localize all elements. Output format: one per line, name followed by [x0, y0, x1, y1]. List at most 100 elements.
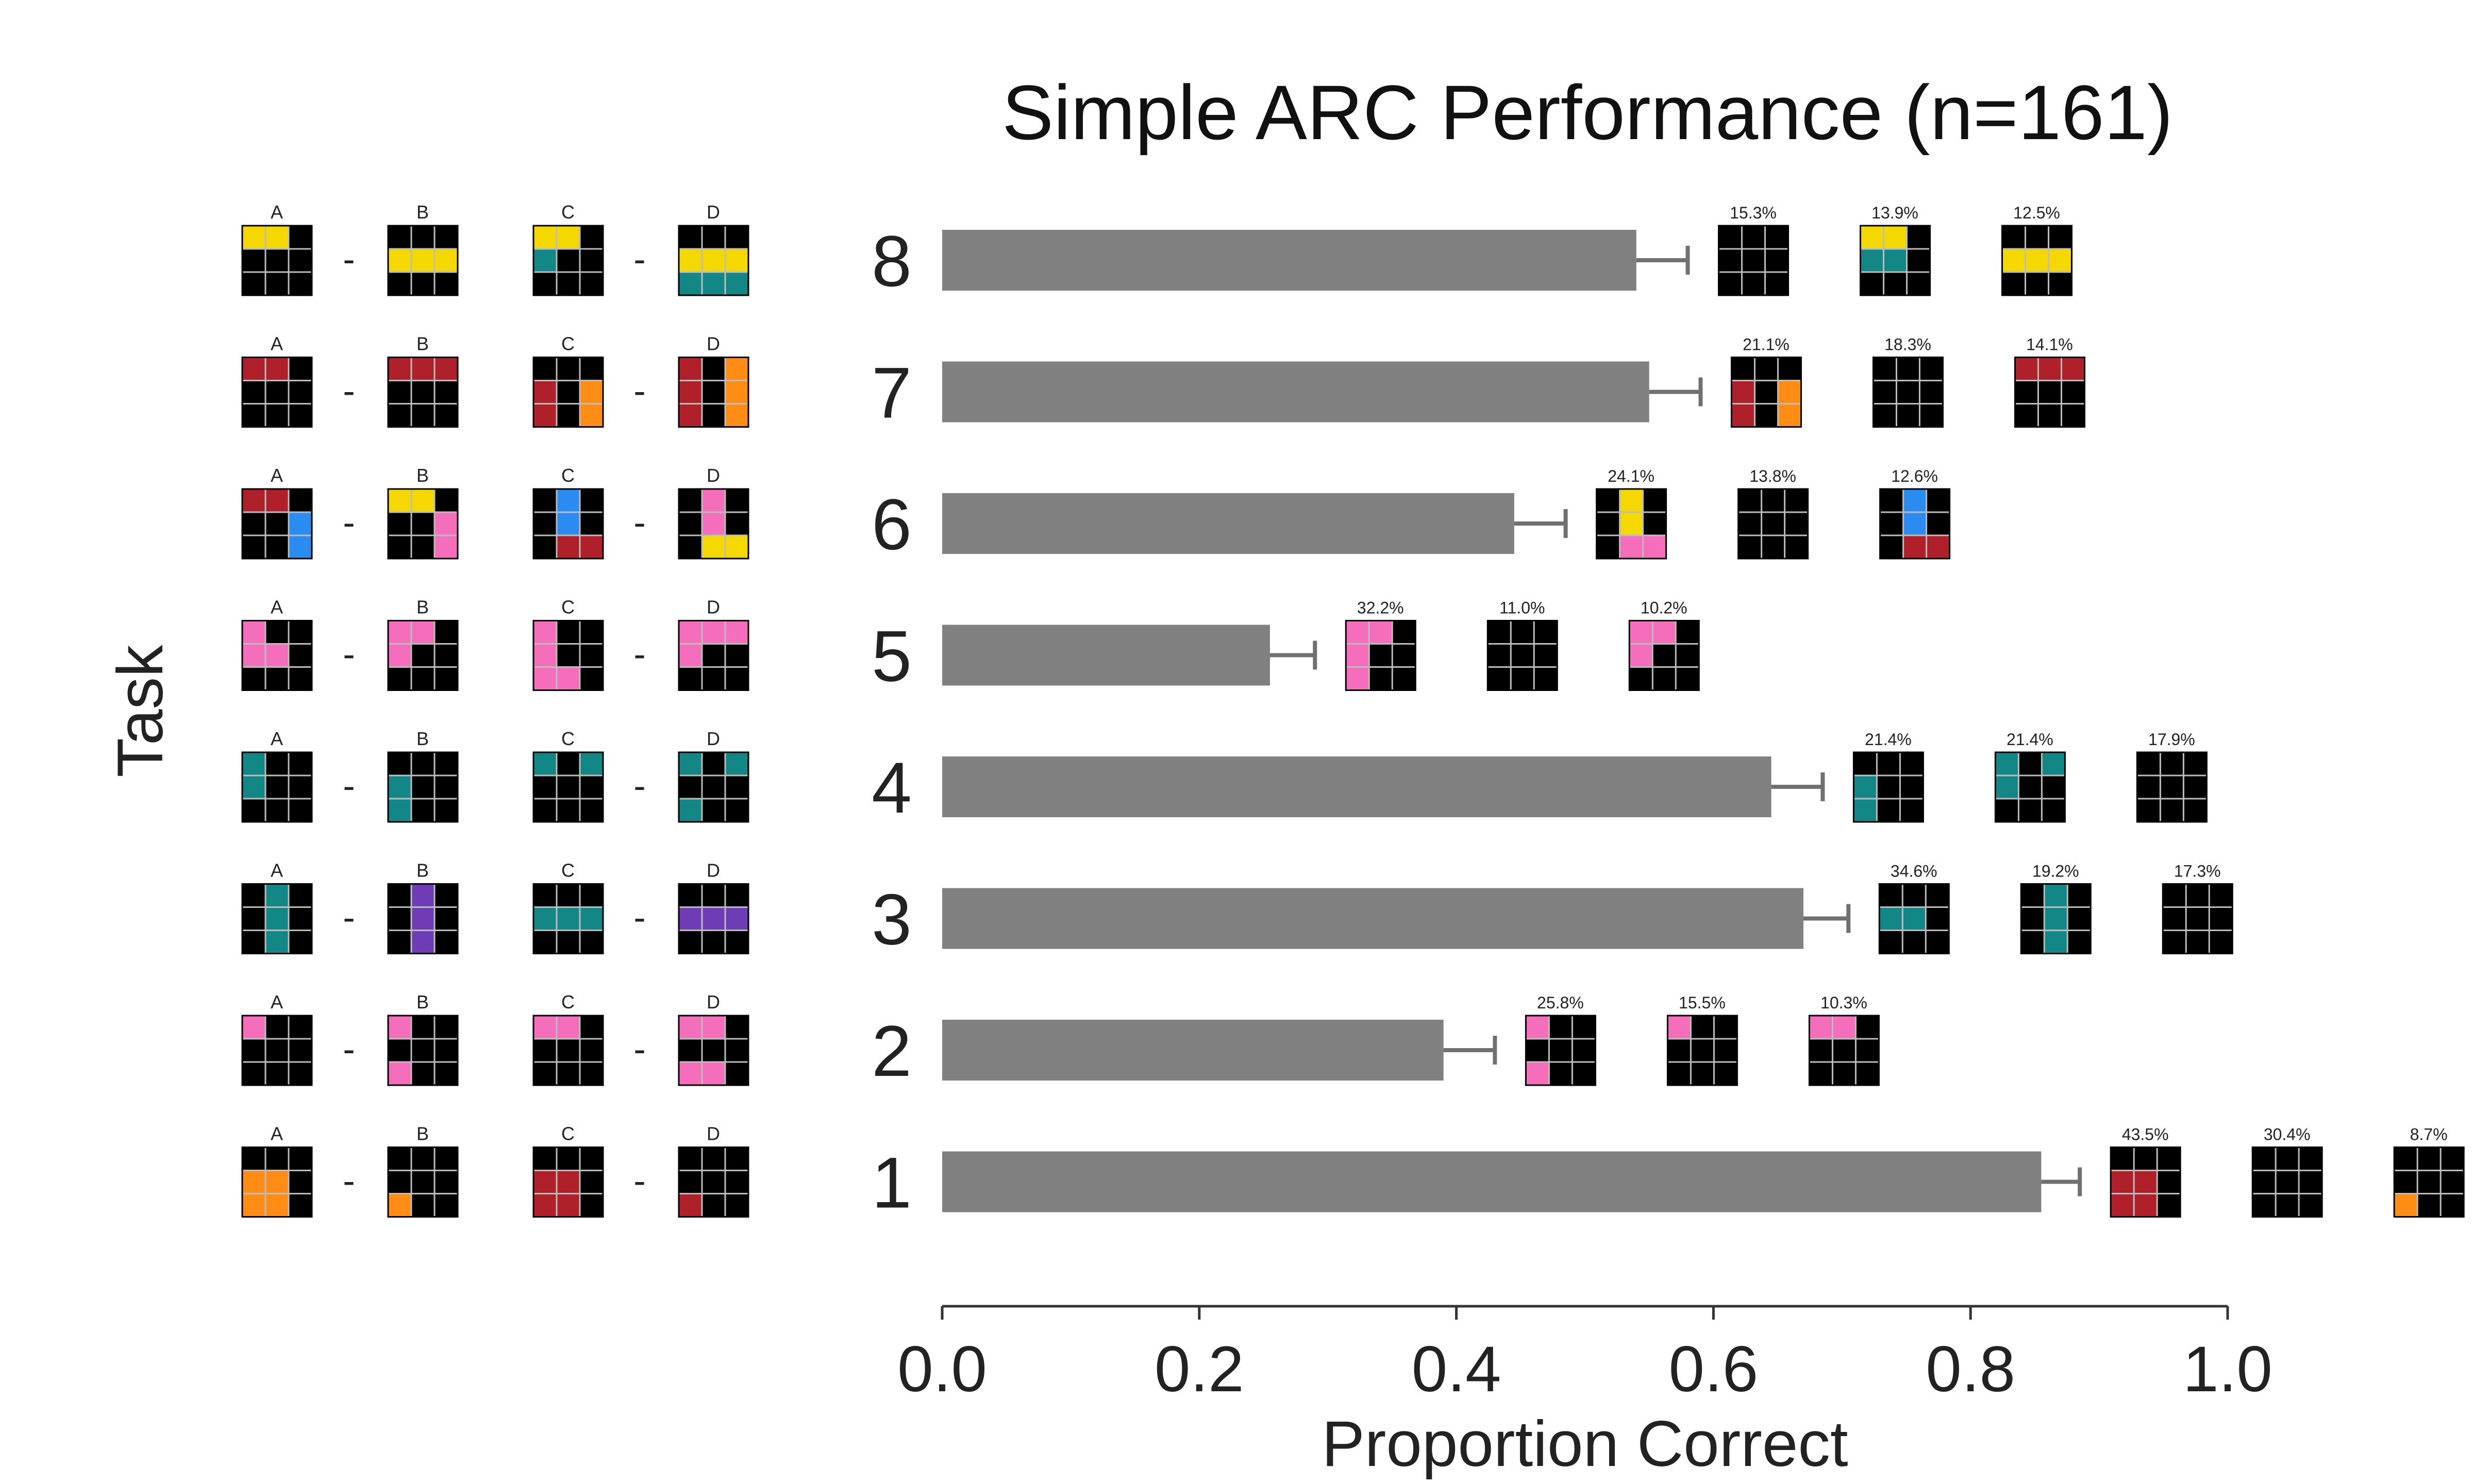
- grid-cell: [411, 1170, 434, 1194]
- grid-cell: [533, 799, 557, 822]
- example-grid-d: [678, 751, 749, 823]
- grid-cell: [289, 380, 312, 404]
- grid-cell: [702, 884, 725, 907]
- grid-cell: [242, 403, 265, 427]
- grid-border: [1730, 357, 1802, 428]
- grid-cell: [557, 752, 580, 775]
- grid-cell: [289, 752, 312, 775]
- grid-cell: [1714, 1062, 1737, 1085]
- grid-cell: [2186, 884, 2210, 907]
- grid-cell: [434, 249, 458, 272]
- grid-cell: [557, 620, 580, 644]
- y-tick-label: 1: [872, 1142, 912, 1223]
- grid-cell: [580, 535, 603, 559]
- example-grid-d: [678, 488, 749, 560]
- grid-cell: [1900, 799, 1924, 822]
- grid-cell: [725, 535, 748, 559]
- grid-cell: [265, 884, 289, 907]
- grid-cell: [725, 1147, 748, 1171]
- grid-cell: [557, 512, 580, 535]
- grid-border: [387, 883, 459, 954]
- grid-cell: [580, 930, 603, 954]
- grid-cell: [2417, 1147, 2441, 1171]
- error-response-grid: [2001, 225, 2073, 296]
- grid-border: [1596, 488, 1667, 560]
- grid-cell: [2157, 1170, 2181, 1194]
- grid-cell: [580, 1039, 603, 1062]
- grid-cell: [1855, 1039, 1879, 1062]
- error-response-grid: [1345, 620, 1416, 691]
- error-response-grid: [2020, 883, 2092, 954]
- grid-cell: [679, 249, 702, 272]
- grid-cell: [557, 535, 580, 559]
- x-tick-label: 1.0: [2183, 1334, 2272, 1405]
- grid-cell: [1879, 930, 1903, 954]
- grid-cell: [434, 752, 458, 775]
- grid-cell: [533, 226, 557, 249]
- grid-cell: [1667, 1016, 1691, 1039]
- grid-cell: [265, 380, 289, 404]
- grid-cell: [2160, 799, 2184, 822]
- grid-cell: [388, 667, 411, 690]
- grid-cell: [2183, 752, 2207, 775]
- example-grid-a: [241, 357, 313, 428]
- grid-cell: [580, 907, 603, 931]
- error-examples: 15.3% 13.9% 12.5% 21.1% 18.3% 14.1% 24.1% 13.8%…: [1345, 204, 2465, 1218]
- grid-cell: [725, 403, 748, 427]
- grid-cell: [557, 907, 580, 931]
- grid-cell: [1995, 752, 2019, 775]
- grid-cell: [533, 1193, 557, 1217]
- grid-cell: [2038, 380, 2062, 404]
- grid-cell: [1903, 535, 1927, 559]
- grid-cell: [1809, 1016, 1833, 1039]
- grid-border: [1852, 751, 1924, 823]
- chart-title: Simple ARC Performance (n=161): [1002, 69, 2173, 156]
- grid-cell: [580, 1193, 603, 1217]
- grid-cell: [1619, 535, 1643, 559]
- grid-cell: [265, 226, 289, 249]
- grid-cell: [2025, 226, 2049, 249]
- grid-cell: [725, 907, 748, 931]
- grid-border: [1872, 357, 1944, 428]
- error-percent-label: 18.3%: [1884, 335, 1931, 354]
- example-grid-d: [678, 620, 749, 691]
- grid-cell: [1809, 1062, 1833, 1085]
- grid-cell: [2021, 884, 2045, 907]
- grid-cell: [1902, 930, 1926, 954]
- grid-cell: [725, 1193, 748, 1217]
- grid-cell: [679, 907, 702, 931]
- grid-cell: [1765, 249, 1788, 272]
- grid-cell: [533, 1016, 557, 1039]
- grid-cell: [2160, 752, 2184, 775]
- grid-cell: [702, 1062, 725, 1085]
- grid-border: [2110, 1146, 2181, 1218]
- grid-cell: [1926, 512, 1950, 535]
- error-percent-label: 17.9%: [2148, 730, 2195, 749]
- grid-cell: [2299, 1170, 2322, 1194]
- grid-cell: [679, 357, 702, 381]
- grid-border: [387, 751, 459, 823]
- grid-cell: [533, 357, 557, 381]
- grid-cell: [1761, 535, 1785, 559]
- grid-cell: [702, 667, 725, 690]
- grid-border: [1525, 1015, 1596, 1086]
- grid-cell: [533, 752, 557, 775]
- panel-label: B: [416, 201, 429, 223]
- grid-cell: [1676, 620, 1699, 644]
- grid-cell: [702, 620, 725, 644]
- grid-cell: [557, 667, 580, 690]
- grid-cell: [702, 272, 725, 295]
- panel-label: B: [416, 333, 429, 355]
- grid-cell: [702, 930, 725, 954]
- grid-cell: [411, 272, 434, 295]
- grid-cell: [265, 1193, 289, 1217]
- example-grid-b: [387, 357, 459, 428]
- grid-border: [532, 225, 604, 296]
- grid-cell: [2015, 357, 2038, 381]
- grid-cell: [1919, 357, 1943, 381]
- grid-cell: [434, 380, 458, 404]
- grid-cell: [1784, 512, 1808, 535]
- example-grid-d: [678, 225, 749, 296]
- grid-cell: [2157, 1193, 2181, 1217]
- bars: 8 7 6 5 4 3 2 1: [872, 221, 2082, 1223]
